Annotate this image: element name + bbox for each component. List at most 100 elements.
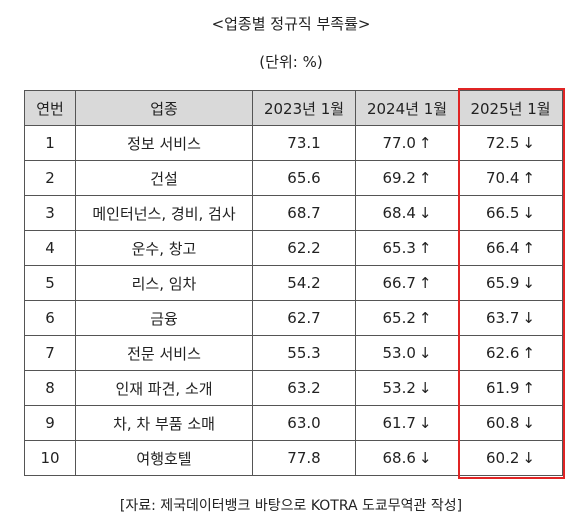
cell-no: 3 [24,195,76,231]
cell-no-value: 6 [45,309,55,327]
trend-arrow-icon: ↓ [418,379,432,397]
cell-2025-value: 66.4 [486,239,520,257]
cell-2023: 68.7 [252,195,356,231]
cell-2024: 77.0 ↑ [355,125,459,161]
cell-no-value: 7 [45,344,55,362]
cell-2024-value: 61.7 [382,414,416,432]
cell-industry: 전문 서비스 [75,335,253,371]
cell-industry-value: 메인터넌스, 경비, 검사 [92,204,236,223]
cell-no: 5 [24,265,76,301]
trend-arrow-icon: ↑ [418,134,432,152]
source-note: [자료: 제국데이터뱅크 바탕으로 KOTRA 도쿄무역관 작성] [119,498,463,514]
trend-arrow-icon: ↓ [522,309,535,327]
cell-2024: 65.3 ↑ [355,230,459,266]
cell-industry-value: 인재 파견, 소개 [115,379,213,398]
cell-industry: 리스, 임차 [75,265,253,301]
cell-no: 7 [24,335,76,371]
table-row: 7 전문 서비스 55.3 53.0 ↓ 62.6 ↑ [24,335,563,371]
table-row: 2 건설 65.6 69.2 ↑ 70.4 ↑ [24,160,563,196]
cell-2023-value: 62.2 [287,239,321,257]
cell-industry: 정보 서비스 [75,125,253,161]
cell-2024: 65.2 ↑ [355,300,459,336]
document-title: <업종별 정규직 부족률> [211,15,371,33]
cell-2025-value: 60.2 [486,449,520,467]
cell-industry-value: 전문 서비스 [127,344,201,363]
cell-no-value: 1 [45,134,55,152]
cell-2025: 66.4 ↑ [458,230,563,266]
cell-2025-value: 63.7 [486,309,520,327]
header-2024-jan: 2024년 1월 [355,90,459,126]
cell-2024: 61.7 ↓ [355,405,459,441]
cell-2023-value: 77.8 [287,449,321,467]
cell-2023-value: 65.6 [287,169,321,187]
cell-2024-value: 66.7 [382,274,416,292]
cell-no-value: 3 [45,204,55,222]
cell-2023: 55.3 [252,335,356,371]
cell-no-value: 4 [45,239,55,257]
cell-no: 2 [24,160,76,196]
cell-2025: 65.9 ↓ [458,265,563,301]
cell-industry-value: 건설 [150,169,178,188]
cell-industry: 건설 [75,160,253,196]
trend-arrow-icon: ↑ [522,379,535,397]
cell-2025-value: 62.6 [486,344,520,362]
cell-2023-value: 68.7 [287,204,321,222]
cell-no: 4 [24,230,76,266]
trend-arrow-icon: ↑ [418,239,432,257]
cell-industry-value: 운수, 창고 [131,239,197,258]
cell-2024: 66.7 ↑ [355,265,459,301]
header-no: 연번 [24,90,76,126]
cell-no: 6 [24,300,76,336]
cell-no: 8 [24,370,76,406]
header-2025-jan: 2025년 1월 [458,90,563,126]
cell-2023: 54.2 [252,265,356,301]
table-row: 5 리스, 임차 54.2 66.7 ↑ 65.9 ↓ [24,265,563,301]
cell-2025-value: 70.4 [486,169,520,187]
cell-industry-value: 차, 차 부품 소매 [113,414,215,433]
cell-2025: 61.9 ↑ [458,370,563,406]
trend-arrow-icon: ↑ [418,309,432,327]
cell-2023-value: 62.7 [287,309,321,327]
cell-no-value: 8 [45,379,55,397]
trend-arrow-icon: ↓ [522,274,535,292]
cell-2023-value: 54.2 [287,274,321,292]
cell-2023-value: 63.2 [287,379,321,397]
cell-industry-value: 정보 서비스 [127,134,201,153]
cell-2025: 70.4 ↑ [458,160,563,196]
cell-no: 1 [24,125,76,161]
cell-2025-value: 65.9 [486,274,520,292]
trend-arrow-icon: ↑ [522,169,535,187]
cell-2023-value: 73.1 [287,134,321,152]
cell-2024: 68.6 ↓ [355,440,459,476]
trend-arrow-icon: ↓ [522,449,535,467]
cell-2023: 63.2 [252,370,356,406]
cell-2025-value: 61.9 [486,379,520,397]
cell-2023: 62.7 [252,300,356,336]
cell-no-value: 2 [45,169,55,187]
header-industry: 업종 [75,90,253,126]
trend-arrow-icon: ↓ [418,449,432,467]
cell-2024-value: 68.4 [382,204,416,222]
cell-2025: 66.5 ↓ [458,195,563,231]
table-row: 1 정보 서비스 73.1 77.0 ↑ 72.5 ↓ [24,125,563,161]
cell-industry-value: 리스, 임차 [131,274,197,293]
table-row: 8 인재 파견, 소개 63.2 53.2 ↓ 61.9 ↑ [24,370,563,406]
cell-2023-value: 63.0 [287,414,321,432]
cell-2024-value: 69.2 [382,169,416,187]
cell-2025-value: 66.5 [486,204,520,222]
cell-2023-value: 55.3 [287,344,321,362]
cell-2024-value: 68.6 [382,449,416,467]
trend-arrow-icon: ↓ [418,204,432,222]
cell-2025-value: 60.8 [486,414,520,432]
cell-no: 10 [24,440,76,476]
trend-arrow-icon: ↑ [522,344,535,362]
cell-2023: 65.6 [252,160,356,196]
unit-label: (단위: %) [259,53,323,71]
cell-2023: 62.2 [252,230,356,266]
table-row: 10 여행호텔 77.8 68.6 ↓ 60.2 ↓ [24,440,563,476]
cell-2024-value: 65.2 [382,309,416,327]
cell-2024-value: 77.0 [382,134,416,152]
shortage-table: 연번 업종 2023년 1월 2024년 1월 2025년 1월 1 정보 서비스… [24,90,563,476]
trend-arrow-icon: ↓ [522,414,535,432]
cell-2025: 60.2 ↓ [458,440,563,476]
